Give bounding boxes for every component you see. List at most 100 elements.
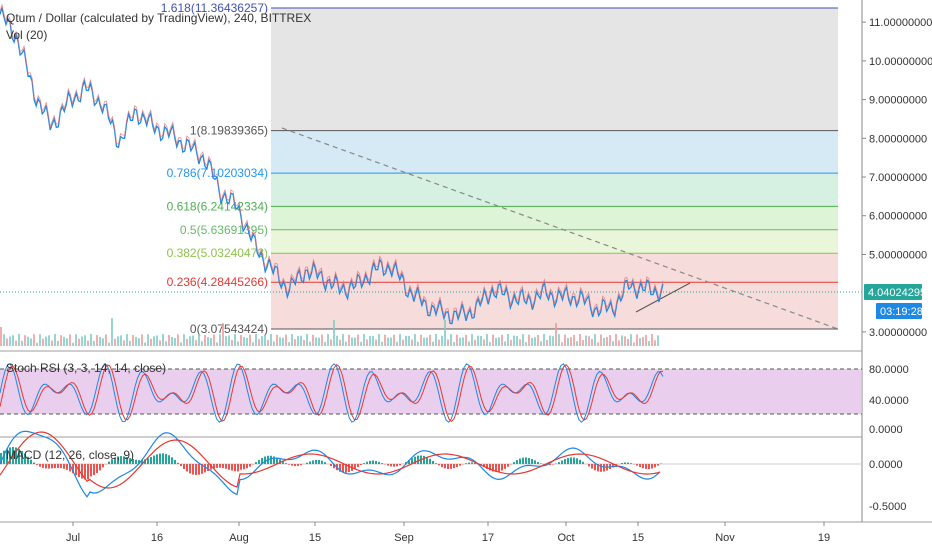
volume-bar [444,319,446,346]
macd-hist-bar [21,450,23,464]
volume-bar [264,335,266,346]
volume-bar [636,334,638,346]
volume-bar [108,342,110,346]
macd-hist-bar [87,464,89,480]
macd-hist-bar [525,457,527,464]
volume-bar [432,341,434,346]
macd-hist-bar [42,464,44,468]
macd-hist-bar [204,464,206,473]
volume-bar [369,335,371,346]
volume-bar [177,334,179,346]
price-tick-label: 11.00000000 [869,17,932,29]
volume-bar [519,339,521,346]
fib-retracement-lines [271,7,838,330]
volume-bar [174,338,176,346]
volume-bar [159,340,161,346]
volume-bar [345,341,347,346]
volume-bar [318,337,320,346]
volume-bar [72,342,74,346]
macd-hist-bar [417,455,419,464]
fib-zone-1 [271,8,838,131]
volume-bar [333,319,335,346]
macd-tick-label: -0.5000 [869,501,906,513]
fib-label-1618: 1.618(11.36436257) [161,1,268,15]
macd-hist-bar [582,461,584,464]
macd-hist-bar [483,464,485,468]
volume-bar [579,334,581,346]
price-series-shadow [0,4,664,321]
macd-hist-bar [150,456,152,464]
volume-bar [201,341,203,346]
macd-hist-bar [306,462,308,464]
volume-bar [651,334,653,346]
macd-hist-bar [159,453,161,464]
volume-bar [564,334,566,346]
macd-hist-bar [237,464,239,472]
fib-label-0236: 0.236(4.28445266) [167,275,268,289]
volume-bar [285,334,287,346]
macd-hist-bar [564,459,566,464]
volume-bar [594,334,596,346]
volume-bar [654,340,656,346]
time-axis[interactable]: Jul 16 Aug 15 Sep 17 Oct 15 Nov 19 [66,522,830,544]
volume-bar [165,341,167,346]
macd-hist-bar [531,459,533,464]
macd-hist-bar [543,464,545,465]
volume-bar [153,336,155,346]
volume-bar [621,335,623,346]
macd-hist-bar [48,464,50,469]
macd-hist-bar [279,459,281,464]
volume-bar [327,334,329,346]
trendline-support[interactable] [635,282,691,313]
stoch-rsi-axis: 80.0000 40.0000 0.0000 [869,364,909,436]
time-tick-label: 17 [482,532,494,544]
volume-bar [465,334,467,346]
volume-bar [600,334,602,346]
macd-hist-bar [471,462,473,464]
macd-hist-bar [432,460,434,464]
volume-bar [183,334,185,346]
macd-hist-bar [648,464,650,470]
volume-bar [336,335,338,346]
price-tick-label: 10.00000000 [869,56,932,68]
price-tick-label: 8.00000000 [869,133,927,145]
volume-bar [351,337,353,346]
macd-hist-bar [300,464,302,466]
fib-label-0786: 0.786(7.10203034) [167,166,268,180]
volume-bar [99,336,101,346]
volume-bar [204,334,206,346]
macd-hist-bar [168,455,170,464]
volume-bar [504,341,506,346]
macd-hist-bar [492,464,494,472]
macd-hist-bar [282,461,284,464]
volume-bar [372,335,374,346]
macd-hist-bar [375,460,377,464]
macd-hist-bar [45,464,47,469]
volume-bar [450,334,452,346]
macd-hist-bar [102,464,104,468]
price-axis[interactable]: 11.00000000 10.00000000 9.00000000 8.000000… [862,17,932,339]
macd-hist-bar [63,464,65,469]
macd-hist-bar [495,464,497,472]
macd-hist-bar [579,459,581,464]
macd-hist-bar [186,464,188,472]
macd-hist-bar [24,453,26,464]
volume-bar [648,341,650,346]
macd-hist-bar [489,464,491,471]
volume-bar [132,335,134,346]
macd-hist-bar [603,464,605,472]
fib-zone-0236 [271,253,838,283]
macd-hist-bar [36,464,38,465]
volume-bar [585,335,587,346]
macd-hist-bar [51,464,53,469]
fib-zone-0618 [271,173,838,207]
macd-hist-bar [225,464,227,469]
macd-hist-bar [450,464,452,469]
macd-hist-bar [597,464,599,472]
macd-hist-bar [213,464,215,469]
macd-hist-bar [534,460,536,464]
volume-bar [483,339,485,346]
volume-bar [426,337,428,346]
